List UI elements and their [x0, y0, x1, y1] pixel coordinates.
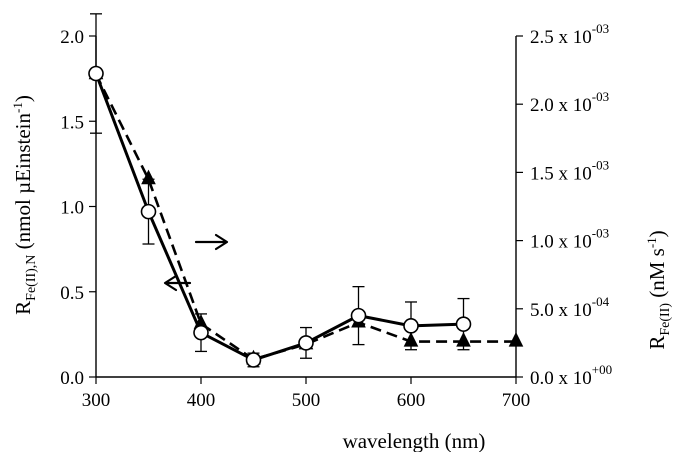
- y-right-tick-label: 1.0 x 10-03: [530, 226, 609, 253]
- series-layer: [88, 13, 524, 368]
- circle-marker: [245, 352, 262, 368]
- y-right-tick-label: 2.5 x 10-03: [530, 21, 609, 48]
- y-left-tick-label: 1.0: [60, 198, 84, 219]
- series-line-solid: [94, 72, 464, 362]
- circle-marker: [350, 307, 367, 324]
- ticks: 300 400 500 600 700 0.0 0.5 1.0 1.5 2.0 0.0 x 10+0…: [60, 21, 612, 411]
- y-left-tick-label: 0.0: [60, 368, 84, 389]
- y-axis-right-title: RFe(II) (nM s-1): [644, 230, 673, 349]
- circle-marker: [403, 318, 419, 334]
- x-tick-label: 300: [82, 390, 111, 411]
- y-left-tick-label: 2.0: [60, 27, 84, 48]
- y-right-tick-label: 1.5 x 10-03: [530, 157, 609, 184]
- arrow-left-indicator: [163, 274, 192, 292]
- x-tick-label: 700: [502, 390, 531, 411]
- circle-marker: [140, 203, 157, 220]
- circle-marker: [298, 335, 314, 351]
- y-axis-left-title: RFe(II),N (nmol µEinstein-1): [10, 95, 39, 315]
- x-tick-label: 500: [292, 390, 321, 411]
- x-tick-label: 400: [187, 390, 216, 411]
- y-right-tick-label: 2.0 x 10-03: [530, 89, 609, 116]
- x-axis-title: wavelength (nm): [343, 429, 486, 452]
- x-tick-label: 600: [397, 390, 426, 411]
- y-right-tick-label: 5.0 x 10-04: [530, 294, 610, 321]
- circle-marker: [193, 324, 209, 341]
- y-left-tick-label: 1.5: [60, 112, 84, 133]
- arrow-right-indicator: [194, 233, 229, 251]
- circle-marker: [455, 316, 472, 332]
- series-line-dashed: [94, 73, 516, 361]
- y-right-tick-label: 0.0 x 10+00: [530, 362, 612, 389]
- circle-marker: [88, 65, 104, 82]
- triangle-marker: [508, 331, 524, 347]
- y-left-tick-label: 0.5: [60, 283, 84, 304]
